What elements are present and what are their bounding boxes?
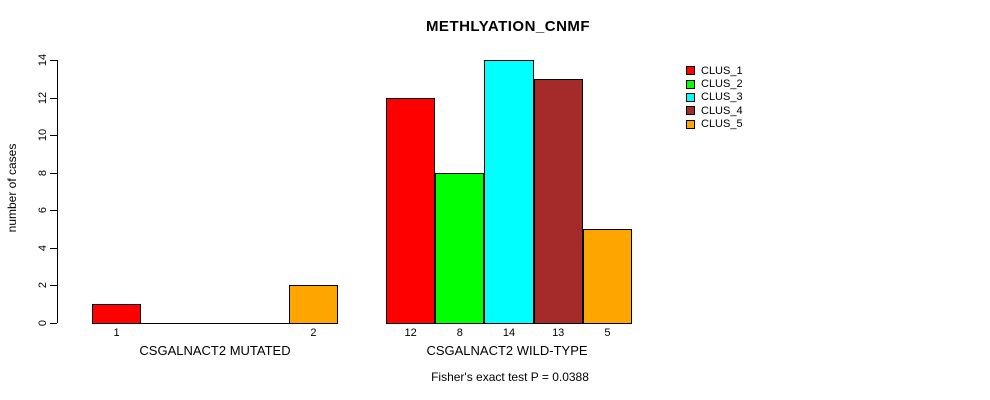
bar-label-clus_5-group1: 2 [310, 327, 317, 339]
legend-row-clus_4: CLUS_4 [686, 104, 743, 117]
zero-bar-clus_2-group1 [141, 323, 191, 324]
y-tick-label-6: 6 [37, 207, 49, 214]
legend-swatch-clus_4 [686, 106, 695, 116]
legend-label-clus_1: CLUS_1 [701, 64, 743, 77]
chart-title: METHLYATION_CNMF [425, 18, 591, 35]
y-tick-4 [50, 247, 57, 249]
legend-row-clus_2: CLUS_2 [686, 77, 743, 90]
bar-clus_5-group1 [288, 285, 338, 324]
legend-label-clus_3: CLUS_3 [701, 91, 743, 104]
y-tick-0 [50, 323, 57, 324]
y-tick-8 [50, 172, 57, 174]
y-axis-line [57, 60, 58, 323]
zero-bar-clus_3-group1 [190, 323, 240, 324]
zero-bar-clus_4-group1 [239, 323, 289, 324]
legend-swatch-clus_5 [686, 119, 695, 129]
legend-label-clus_4: CLUS_4 [701, 104, 743, 117]
y-tick-2 [50, 285, 57, 287]
legend-row-clus_5: CLUS_5 [686, 118, 743, 131]
legend-row-clus_3: CLUS_3 [686, 91, 743, 104]
legend-swatch-clus_1 [686, 66, 695, 76]
bar-clus_5-group2 [582, 229, 632, 324]
y-tick-10 [50, 135, 57, 137]
bar-clus_1-group1 [92, 304, 142, 324]
group-label-mutated: CSGALNACT2 MUTATED [139, 343, 291, 358]
bar-label-clus_2-group2: 8 [456, 327, 463, 339]
y-tick-14 [50, 60, 57, 61]
bar-label-clus_1-group2: 12 [404, 327, 417, 339]
y-tick-label-0: 0 [37, 319, 49, 327]
bar-label-clus_1-group1: 1 [113, 327, 120, 339]
group-label-wildtype: CSGALNACT2 WILD-TYPE [426, 343, 588, 358]
legend: CLUS_1 CLUS_2 CLUS_3 CLUS_4 CLUS_5 [686, 64, 743, 131]
bar-label-clus_3-group2: 14 [502, 327, 516, 339]
bar-clus_3-group2 [484, 60, 534, 324]
y-tick-label-2: 2 [37, 282, 49, 289]
bar-clus_1-group2 [386, 97, 436, 324]
bar-clus_2-group2 [435, 172, 485, 324]
bar-label-clus_5-group2: 5 [604, 327, 611, 339]
y-tick-label-12: 12 [37, 91, 49, 104]
legend-row-clus_1: CLUS_1 [686, 64, 743, 77]
y-tick-label-4: 4 [37, 244, 49, 251]
y-tick-label-14: 14 [37, 53, 49, 67]
y-tick-label-8: 8 [37, 169, 49, 176]
legend-swatch-clus_3 [686, 92, 695, 102]
bar-label-clus_4-group2: 13 [552, 327, 565, 339]
legend-label-clus_5: CLUS_5 [701, 118, 743, 131]
legend-swatch-clus_2 [686, 79, 695, 89]
bar-clus_4-group2 [533, 78, 583, 324]
y-tick-12 [50, 97, 57, 99]
y-tick-6 [50, 210, 57, 212]
y-tick-label-10: 10 [37, 129, 49, 142]
legend-label-clus_2: CLUS_2 [701, 78, 743, 91]
fisher-test-annotation: Fisher's exact test P = 0.0388 [431, 370, 589, 384]
